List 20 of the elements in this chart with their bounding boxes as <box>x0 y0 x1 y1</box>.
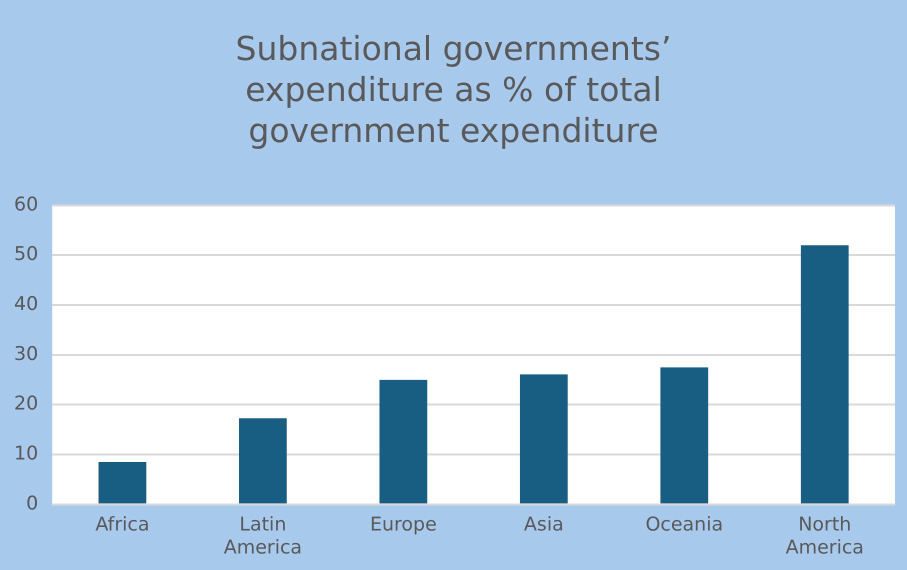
bar <box>379 380 428 504</box>
chart-title: Subnational governments’ expenditure as % of total government expenditure <box>234 28 672 151</box>
y-tick-label: 0 <box>26 492 38 514</box>
y-tick-label: 30 <box>14 342 38 365</box>
bar <box>800 245 849 504</box>
y-tick-label: 60 <box>14 193 38 216</box>
bar <box>98 462 146 504</box>
x-tick-label: Asia <box>524 514 564 536</box>
x-tick-label: Europe <box>370 514 437 536</box>
bar <box>660 367 708 504</box>
y-tick-label: 10 <box>14 442 38 465</box>
y-tick-label: 50 <box>14 243 38 266</box>
x-tick-label: North America <box>786 514 864 559</box>
bar <box>239 418 287 504</box>
x-tick-label: Latin America <box>224 514 302 559</box>
bar <box>520 374 568 504</box>
x-tick-label: Oceania <box>645 514 724 536</box>
y-tick-label: 20 <box>14 392 38 415</box>
x-tick-label: Africa <box>95 514 150 536</box>
y-tick-label: 40 <box>14 293 38 316</box>
